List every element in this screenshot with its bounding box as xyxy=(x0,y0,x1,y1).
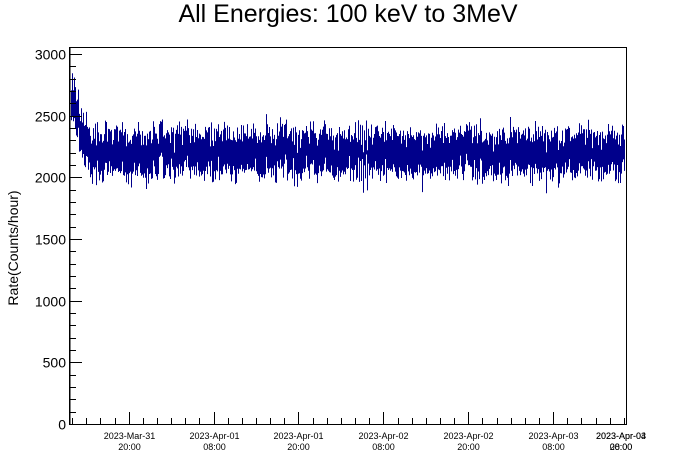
y-tick-label: 1500 xyxy=(35,232,66,248)
y-axis: 0 500 1000 1500 2000 2500 3000 xyxy=(35,47,82,433)
x-tick-label-time: 20:00 xyxy=(287,442,310,452)
y-tick-label: 0 xyxy=(58,417,66,433)
x-tick-label-date: 2023-Apr-03 xyxy=(596,431,646,441)
x-tick-label-date: 2023-Mar-31 xyxy=(104,431,156,441)
y-tick-label: 2000 xyxy=(35,170,66,186)
chart-title: All Energies: 100 keV to 3MeV xyxy=(178,0,517,28)
x-tick-label-time: 20:00 xyxy=(457,442,480,452)
x-tick-label-time: 08:00 xyxy=(610,442,633,452)
y-tick-label: 1000 xyxy=(35,294,66,310)
x-tick-label-time: 08:00 xyxy=(372,442,395,452)
x-tick-label-time: 20:00 xyxy=(610,442,633,452)
x-tick-label-date: 2023-Apr-04 xyxy=(596,431,646,441)
x-tick-label-date: 2023-Apr-02 xyxy=(443,431,493,441)
x-tick-label-time: 08:00 xyxy=(203,442,226,452)
y-tick-label: 500 xyxy=(43,355,67,371)
x-axis: 2023-Mar-3120:002023-Apr-0108:002023-Apr… xyxy=(72,412,646,452)
x-tick-label-date: 2023-Apr-03 xyxy=(528,431,578,441)
y-tick-label: 2500 xyxy=(35,109,66,125)
x-tick-label-date: 2023-Apr-02 xyxy=(358,431,408,441)
x-tick-label-time: 08:00 xyxy=(542,442,565,452)
y-tick-label: 3000 xyxy=(35,47,66,63)
y-axis-label: Rate(Counts/hour) xyxy=(5,190,21,305)
x-tick-label-date: 2023-Apr-01 xyxy=(189,431,239,441)
x-tick-label-date: 2023-Apr-01 xyxy=(273,431,323,441)
x-tick-label-time: 20:00 xyxy=(118,442,141,452)
data-layer xyxy=(71,73,625,194)
